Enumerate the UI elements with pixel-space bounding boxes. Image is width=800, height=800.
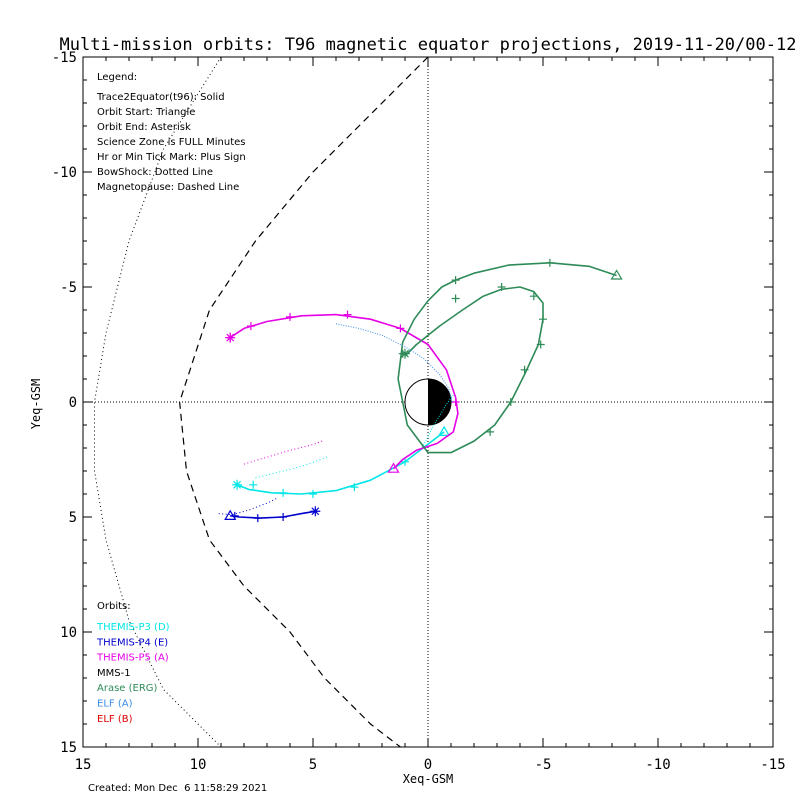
x-tick-label: 5	[309, 757, 317, 773]
y-tick-label: 5	[69, 510, 77, 526]
tick-mark-plus	[309, 490, 317, 498]
legend-title: Legend:	[97, 72, 137, 83]
chart-title: Multi-mission orbits: T96 magnetic equat…	[60, 35, 797, 55]
tick-mark-plus	[350, 483, 359, 492]
tick-mark-plus	[497, 283, 506, 291]
earth-night-side	[428, 379, 451, 425]
axis-ticks: 15 10 5 0 -5 -10 -15 -15 -10 -5 0 5 10 15	[52, 50, 786, 773]
tick-mark-plus	[545, 258, 554, 267]
bowshock-line	[94, 57, 222, 747]
tick-mark-plus	[506, 398, 515, 406]
orbit-end-asterisk	[225, 332, 236, 343]
tick-mark-plus	[343, 310, 352, 319]
tick-mark-plus	[536, 340, 545, 349]
magnetopause-line	[178, 57, 429, 747]
orbit-start-triangle	[438, 425, 451, 436]
tick-mark-plus	[451, 398, 460, 406]
tick-mark-plus	[279, 488, 288, 497]
orbits-legend-entry: MMS-1	[97, 668, 131, 679]
legend: Legend: Trace2Equator(t96): Solid Orbit St…	[96, 72, 246, 193]
series-themis-p5-a	[225, 310, 460, 473]
orbit-end-asterisk	[232, 479, 243, 490]
legend-entry: Magnetopause: Dashed Line	[97, 182, 239, 193]
series-trace-line	[418, 394, 454, 453]
earth-icon	[404, 378, 452, 426]
y-tick-label: -15	[52, 50, 77, 66]
orbit-start-triangle	[387, 462, 400, 473]
orbit-end-asterisk	[310, 506, 321, 517]
orbits-legend-entry: Arase (ERG)	[97, 683, 158, 694]
tick-mark-plus	[539, 315, 547, 324]
tick-mark-plus	[401, 457, 409, 466]
orbit-start-triangle	[224, 509, 237, 520]
series-orbit-line	[229, 313, 459, 470]
series-themis-p4-e	[218, 498, 321, 523]
series-themis-p3-d	[232, 394, 454, 498]
orbits-legend-title: Orbits:	[97, 601, 131, 612]
tick-mark-plus	[451, 294, 460, 303]
x-axis-label: Xeq-GSM	[403, 772, 454, 786]
orbits-legend-entry: ELF (A)	[97, 699, 133, 710]
series-orbit-line	[397, 262, 617, 454]
x-tick-label: 15	[75, 757, 92, 773]
x-tick-label: -5	[535, 757, 552, 773]
boundaries	[94, 57, 429, 747]
series-footprint-line	[243, 440, 323, 465]
orbits-legend-entry: THEMIS-P4 (E)	[96, 637, 168, 648]
x-tick-label: 0	[424, 757, 432, 773]
tick-mark-plus	[253, 514, 262, 523]
orbits-legend-entry: THEMIS-P3 (D)	[96, 622, 170, 633]
y-axis-label: Yeq-GSM	[29, 379, 43, 430]
x-tick-label: -15	[760, 757, 785, 773]
orbit-start-triangle	[610, 269, 623, 280]
tick-mark-plus	[529, 292, 538, 301]
orbits-legend-entry: ELF (B)	[97, 714, 133, 725]
orbits-legend-entry: THEMIS-P5 (A)	[96, 653, 169, 664]
legend-entry: Orbit End: Asterisk	[97, 122, 191, 133]
x-tick-label: 10	[190, 757, 207, 773]
legend-entry: Orbit Start: Triangle	[97, 107, 195, 118]
x-tick-label: -10	[645, 757, 670, 773]
legend-entry: Science Zone is FULL Minutes	[97, 137, 246, 148]
y-tick-label: 15	[60, 740, 77, 756]
tick-mark-plus	[286, 312, 294, 321]
series-orbit-line	[236, 431, 445, 495]
tick-mark-plus	[396, 324, 405, 333]
tick-mark-plus	[279, 513, 288, 521]
y-tick-label: 10	[60, 625, 77, 641]
series-footprint-line	[255, 455, 330, 479]
tick-mark-plus	[486, 427, 495, 436]
created-timestamp: Created: Mon Dec 6 11:58:29 2021	[88, 783, 267, 794]
y-tick-label: 0	[69, 395, 77, 411]
orbit-series	[218, 258, 623, 523]
series-orbit-line	[230, 510, 316, 519]
legend-entry: BowShock: Dotted Line	[97, 167, 213, 178]
tick-mark-plus	[246, 322, 255, 331]
orbits-legend: Orbits: THEMIS-P3 (D) THEMIS-P4 (E) THEMIS-…	[96, 601, 170, 725]
legend-entry: Trace2Equator(t96): Solid	[96, 92, 225, 103]
tick-mark-plus	[249, 480, 258, 489]
tick-mark-plus	[451, 276, 460, 285]
legend-entry: Hr or Min Tick Mark: Plus Sign	[97, 152, 246, 163]
orbit-end-asterisk	[400, 348, 410, 359]
tick-mark-plus	[520, 365, 529, 374]
series-footprint-line	[218, 498, 277, 516]
series-arase-erg	[397, 258, 623, 454]
y-tick-label: -5	[60, 280, 77, 296]
y-tick-label: -10	[52, 165, 77, 181]
